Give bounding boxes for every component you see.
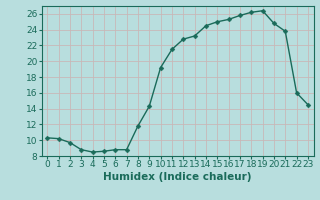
- X-axis label: Humidex (Indice chaleur): Humidex (Indice chaleur): [103, 172, 252, 182]
